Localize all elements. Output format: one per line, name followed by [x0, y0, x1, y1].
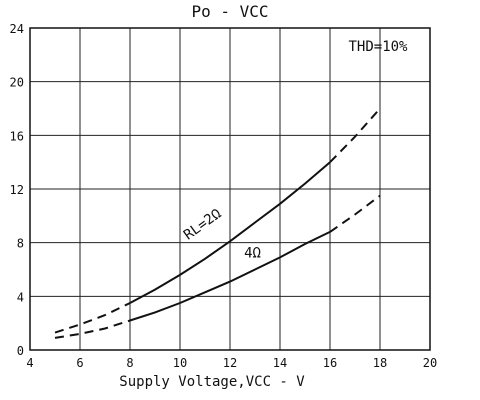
y-tick-labels: 0 4 8 12 16 20 24	[10, 22, 24, 358]
x-tick-label: 8	[126, 356, 133, 370]
x-tick-label: 20	[423, 356, 437, 370]
x-tick-label: 6	[76, 356, 83, 370]
y-tick-label: 20	[10, 76, 24, 90]
x-tick-label: 12	[223, 356, 237, 370]
series-rl-2-ohm-solid	[129, 161, 331, 304]
series-rl-2-ohm-dashed-low	[54, 302, 131, 334]
series-4-ohm-solid	[129, 230, 331, 322]
x-axis-title: Supply Voltage,VCC - V	[119, 374, 305, 390]
condition-label: THD=10%	[348, 39, 408, 55]
y-tick-label: 0	[17, 344, 24, 358]
grid	[30, 28, 430, 350]
y-tick-label: 12	[10, 183, 24, 197]
series-4-ohm-dashed-high	[329, 194, 381, 233]
x-tick-label: 18	[373, 356, 387, 370]
x-tick-label: 16	[323, 356, 337, 370]
chart-title: Po - VCC	[191, 2, 268, 21]
x-tick-label: 14	[273, 356, 287, 370]
series-rl-2-ohm-dashed-high	[329, 107, 381, 163]
y-tick-label: 24	[10, 22, 24, 36]
y-tick-label: 4	[17, 290, 24, 304]
x-tick-labels: 4 6 8 10 12 14 16 18 20	[26, 356, 437, 370]
series-4-ohm-dashed-low	[54, 319, 131, 339]
series-label-4-ohm: 4Ω	[244, 245, 261, 261]
series-label-rl-2-ohm: RL=2Ω	[181, 206, 225, 244]
plot-frame	[29, 27, 431, 351]
y-tick-label: 8	[17, 237, 24, 251]
x-tick-label: 10	[173, 356, 187, 370]
y-tick-label: 16	[10, 129, 24, 143]
series	[54, 107, 381, 339]
x-tick-label: 4	[26, 356, 33, 370]
